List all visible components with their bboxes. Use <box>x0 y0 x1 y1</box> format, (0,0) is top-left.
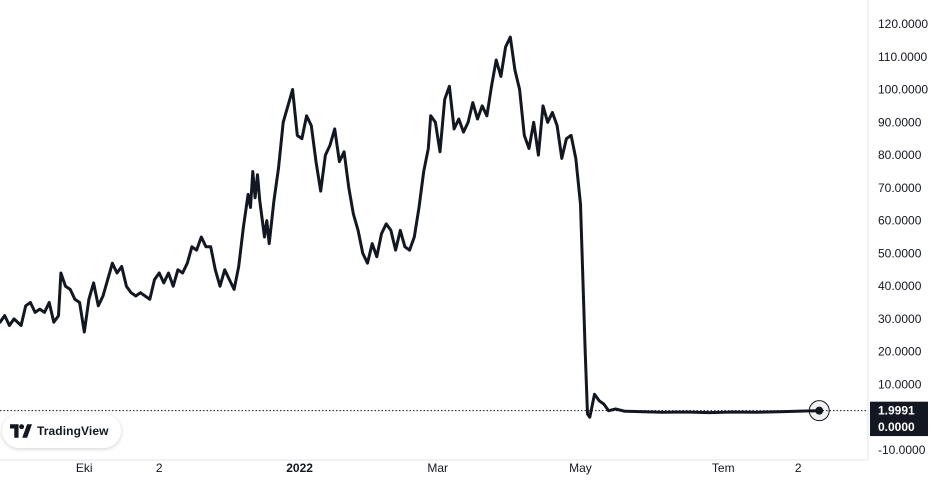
last-price-badge-bg <box>870 401 928 420</box>
x-axis: Eki 2 2022 Mar May Tem 2 <box>0 459 868 475</box>
x-tick-label: Mar <box>427 461 448 475</box>
series-line <box>0 35 821 419</box>
y-tick-label: -10.0000 <box>878 443 926 457</box>
x-tick-label: 2 <box>795 461 802 475</box>
y-tick-label: 80.0000 <box>878 148 922 162</box>
y-tick-label: 50.0000 <box>878 246 922 260</box>
x-tick-label: Eki <box>76 461 93 475</box>
price-badges: 1.9991 0.0000 <box>870 401 928 437</box>
tradingview-logo-text: TradingView <box>37 424 109 438</box>
zero-badge-label: 0.0000 <box>878 420 915 434</box>
series-group <box>0 35 830 422</box>
y-tick-label: 90.0000 <box>878 115 922 129</box>
x-tick-label: 2 <box>156 461 163 475</box>
tradingview-logo-icon <box>10 424 32 438</box>
tradingview-logo[interactable]: TradingView <box>2 414 121 448</box>
y-tick-label: 70.0000 <box>878 181 922 195</box>
zero-badge-bg <box>870 418 928 437</box>
y-tick-label: 40.0000 <box>878 279 922 293</box>
x-tick-label: 2022 <box>286 461 313 475</box>
x-tick-label: Tem <box>712 461 735 475</box>
y-tick-label: 20.0000 <box>878 345 922 359</box>
x-tick-label: May <box>569 461 592 475</box>
last-point-marker <box>815 406 824 415</box>
y-tick-label: 10.0000 <box>878 377 922 391</box>
y-tick-label: 30.0000 <box>878 312 922 326</box>
y-tick-label: 100.0000 <box>878 83 928 97</box>
y-axis: 120.0000 110.0000 100.0000 90.0000 80.0000 70… <box>867 0 928 460</box>
last-price-badge-label: 1.9991 <box>878 404 915 418</box>
y-tick-label: 120.0000 <box>878 17 928 31</box>
y-tick-label: 60.0000 <box>878 214 922 228</box>
y-tick-label: 110.0000 <box>878 50 927 64</box>
